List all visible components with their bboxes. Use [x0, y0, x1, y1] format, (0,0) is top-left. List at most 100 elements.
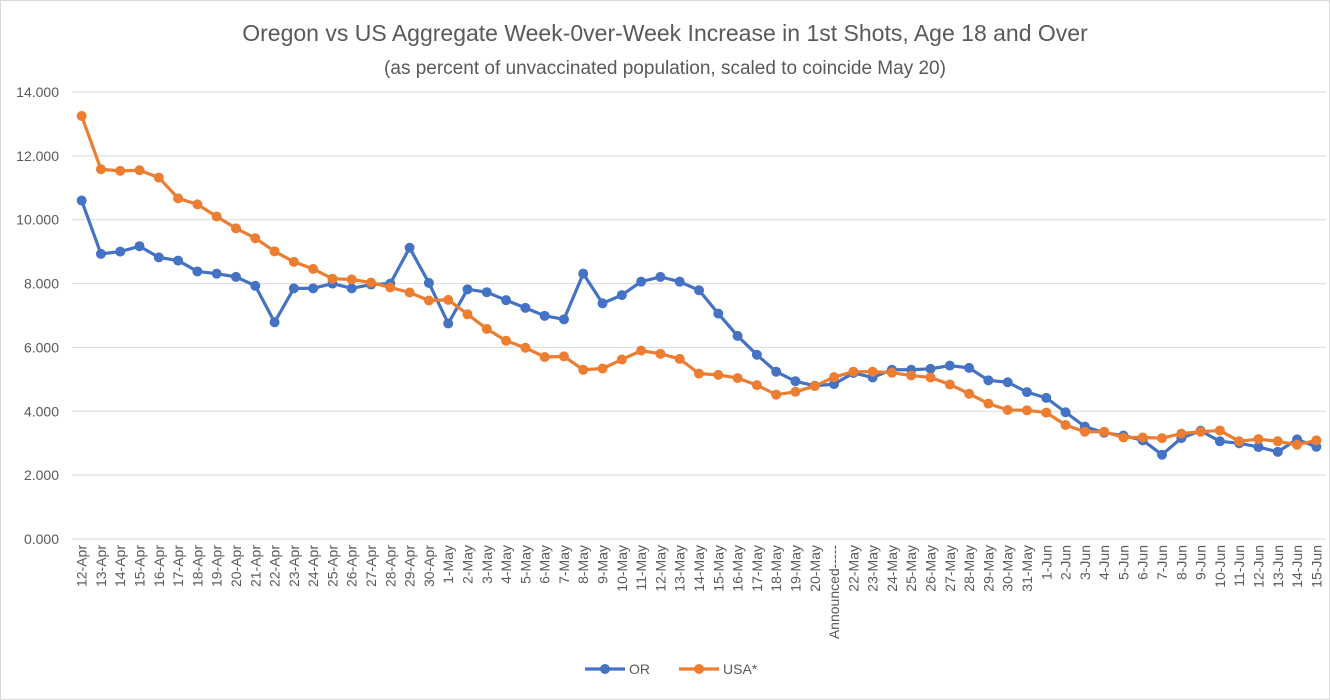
data-point-or	[829, 379, 840, 390]
data-point-usa	[1118, 432, 1129, 443]
data-point-usa	[1099, 426, 1110, 437]
x-tick-label: 10-May	[614, 545, 630, 592]
data-point-or	[771, 366, 782, 377]
x-axis-ticks: 12-Apr 13-Apr 14-Apr 15-Apr 16-Apr 17-Apr 18-A…	[74, 545, 1325, 639]
data-point-usa	[1021, 405, 1032, 416]
x-tick-label: Announced-----	[826, 545, 842, 639]
data-point-or	[443, 318, 454, 329]
data-point-or	[95, 248, 106, 259]
data-point-usa	[1253, 434, 1264, 445]
data-point-or	[76, 195, 87, 206]
x-tick-label: 20-Apr	[228, 545, 244, 587]
series-line-or	[80, 198, 1318, 457]
data-point-usa	[1195, 426, 1206, 437]
x-tick-label: 17-May	[749, 545, 765, 592]
data-point-or	[751, 349, 762, 360]
data-point-usa	[269, 246, 280, 257]
x-tick-label: 1-Jun	[1038, 545, 1054, 580]
data-point-usa	[385, 282, 396, 293]
x-tick-label: 29-May	[980, 545, 996, 592]
data-point-usa	[327, 273, 338, 284]
data-point-usa	[578, 364, 589, 375]
data-point-or	[308, 283, 319, 294]
x-tick-label: 1-May	[440, 545, 456, 584]
data-point-usa	[288, 256, 299, 267]
x-tick-label: 15-Apr	[132, 545, 148, 587]
x-tick-label: 17-Apr	[170, 545, 186, 587]
data-point-usa	[462, 309, 473, 320]
x-tick-label: 16-Apr	[151, 545, 167, 587]
series-line-usa	[80, 114, 1318, 447]
x-tick-label: 4-Jun	[1096, 545, 1112, 580]
x-tick-label: 10-Jun	[1212, 545, 1228, 588]
y-tick-label: 4.000	[24, 403, 59, 419]
data-point-or	[1214, 436, 1225, 447]
data-point-usa	[308, 263, 319, 274]
y-tick-label: 8.000	[24, 276, 59, 292]
data-point-or	[462, 284, 473, 295]
data-point-usa	[1041, 407, 1052, 418]
x-tick-label: 8-May	[575, 545, 591, 584]
x-tick-label: 6-Jun	[1135, 545, 1151, 580]
data-point-usa	[829, 372, 840, 383]
data-point-usa	[558, 351, 569, 362]
data-point-or	[713, 308, 724, 319]
x-tick-label: 9-Jun	[1193, 545, 1209, 580]
data-point-usa	[423, 295, 434, 306]
x-tick-label: 3-Jun	[1077, 545, 1093, 580]
x-tick-label: 13-Apr	[93, 545, 109, 587]
data-point-usa	[95, 164, 106, 175]
data-point-or	[1157, 449, 1168, 460]
x-tick-label: 8-Jun	[1173, 545, 1189, 580]
x-tick-label: 11-May	[633, 545, 649, 591]
y-tick-label: 2.000	[24, 467, 59, 483]
data-point-or	[404, 242, 415, 253]
x-tick-label: 14-Jun	[1289, 545, 1305, 588]
x-tick-label: 14-May	[691, 545, 707, 592]
x-tick-label: 7-Jun	[1154, 545, 1170, 580]
x-tick-label: 2-Jun	[1058, 545, 1074, 580]
x-tick-label: 22-Apr	[267, 545, 283, 587]
x-tick-label: 26-Apr	[344, 545, 360, 587]
data-point-usa	[964, 388, 975, 399]
x-tick-label: 11-Jun	[1231, 545, 1247, 587]
data-point-or	[694, 285, 704, 296]
x-tick-label: 12-Jun	[1250, 545, 1266, 588]
x-tick-label: 16-May	[730, 545, 746, 592]
data-point-usa	[597, 363, 608, 374]
data-point-or	[1060, 407, 1071, 418]
data-point-or	[288, 283, 299, 294]
data-point-usa	[173, 193, 184, 204]
data-point-usa	[944, 379, 955, 390]
data-point-usa	[230, 223, 241, 234]
data-point-or	[481, 287, 492, 298]
legend: OR USA*	[585, 661, 758, 677]
x-tick-label: 2-May	[459, 545, 475, 584]
x-tick-label: 21-Apr	[247, 545, 263, 587]
data-point-or	[173, 255, 184, 266]
data-point-or	[269, 317, 280, 328]
data-point-or	[1272, 446, 1283, 457]
x-tick-label: 18-May	[768, 545, 784, 592]
data-point-usa	[771, 389, 782, 400]
data-point-usa	[76, 110, 87, 121]
x-tick-label: 12-May	[652, 545, 668, 592]
x-tick-label: 13-Jun	[1270, 545, 1286, 588]
data-point-usa	[366, 277, 377, 288]
data-point-usa	[616, 354, 627, 365]
x-tick-label: 3-May	[479, 545, 495, 584]
data-point-usa	[636, 345, 647, 356]
data-point-usa	[520, 342, 531, 353]
data-point-usa	[1272, 436, 1283, 447]
x-tick-label: 31-May	[1019, 545, 1035, 592]
data-point-or	[153, 252, 164, 263]
x-tick-label: 6-May	[537, 545, 553, 584]
x-tick-label: 12-Apr	[74, 545, 90, 587]
data-point-usa	[809, 381, 820, 392]
y-tick-label: 6.000	[24, 339, 59, 355]
data-point-usa	[134, 165, 145, 176]
data-point-usa	[1234, 436, 1245, 447]
data-point-or	[558, 314, 569, 325]
data-point-usa	[655, 348, 666, 359]
